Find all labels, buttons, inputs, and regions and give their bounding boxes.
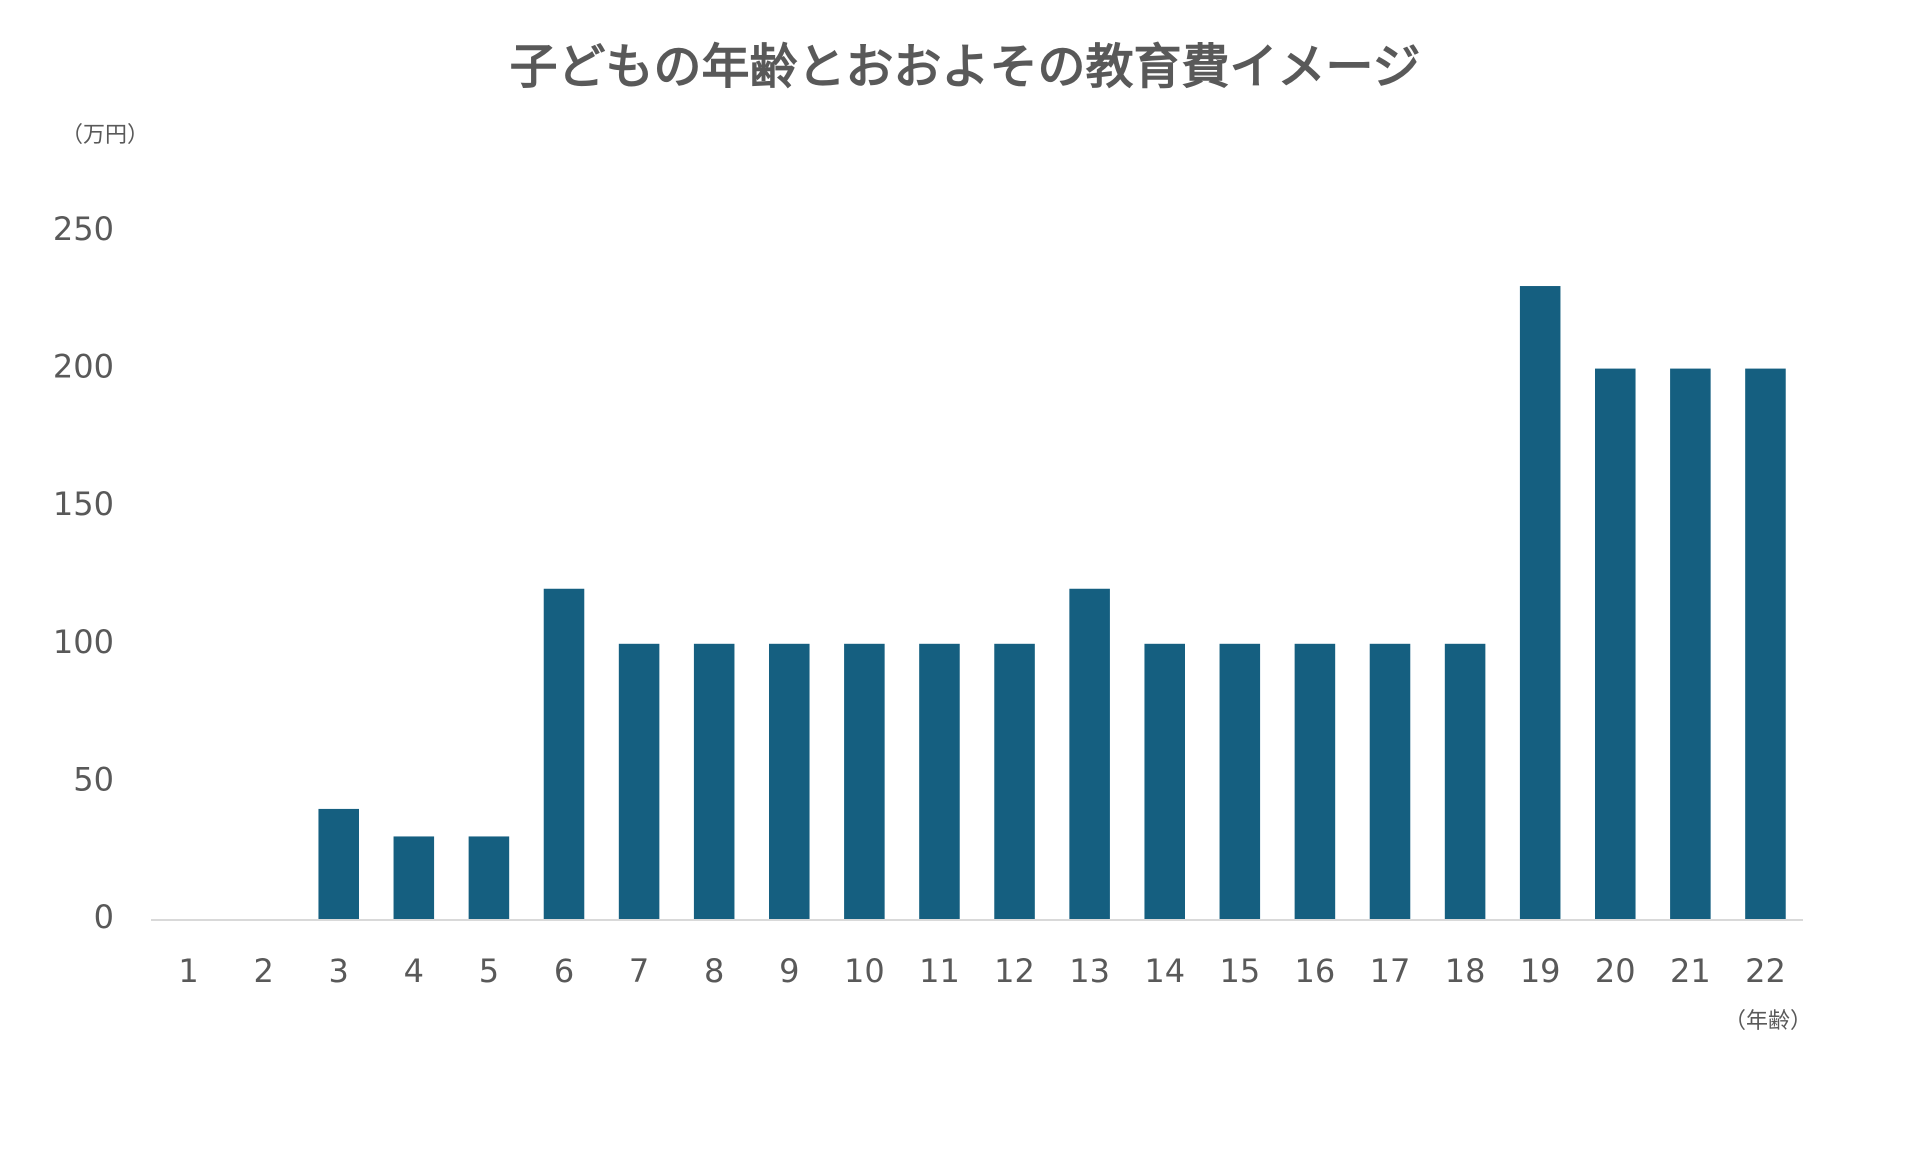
x-tick-label: 21: [1670, 952, 1711, 990]
x-tick-label: 16: [1295, 952, 1336, 990]
x-tick-label: 3: [329, 952, 349, 990]
bar: [693, 643, 735, 919]
y-tick-label: 250: [53, 210, 114, 248]
bar: [994, 643, 1035, 919]
x-tick-label: 19: [1520, 952, 1561, 990]
bar: [468, 836, 510, 919]
bar: [1745, 368, 1786, 920]
x-tick-label: 9: [779, 952, 799, 990]
bar: [844, 643, 885, 919]
y-tick-label: 100: [53, 623, 114, 661]
x-tick-label: 1: [178, 952, 198, 990]
x-tick-label: 2: [253, 952, 273, 990]
y-tick-label: 0: [94, 898, 114, 936]
bar: [618, 643, 660, 919]
x-tick-label: 13: [1069, 952, 1110, 990]
bar: [393, 836, 435, 919]
x-tick-label: 18: [1445, 952, 1486, 990]
y-tick-label: 150: [53, 485, 114, 523]
x-tick-label: 6: [554, 952, 574, 990]
x-tick-label: 10: [844, 952, 885, 990]
bar: [1594, 368, 1636, 920]
bar: [1069, 588, 1110, 919]
x-tick-label: 8: [704, 952, 724, 990]
bar: [919, 643, 960, 919]
x-tick-label: 20: [1595, 952, 1636, 990]
x-tick-label: 15: [1219, 952, 1260, 990]
bar: [1519, 286, 1561, 919]
bar: [1294, 643, 1336, 919]
y-axis-unit: （万円）: [61, 123, 149, 148]
bar: [543, 588, 585, 919]
bar: [1369, 643, 1411, 919]
bar: [1444, 643, 1486, 919]
bar: [1144, 643, 1186, 919]
x-tick-label: 17: [1370, 952, 1411, 990]
x-tick-label: 11: [919, 952, 960, 990]
bar: [768, 643, 810, 919]
x-axis-unit: （年齢）: [1724, 1009, 1812, 1034]
y-tick-label: 200: [53, 348, 114, 386]
x-tick-label: 7: [629, 952, 649, 990]
x-tick-label: 12: [994, 952, 1035, 990]
x-tick-label: 14: [1144, 952, 1185, 990]
x-tick-label: 22: [1745, 952, 1786, 990]
y-tick-label: 50: [73, 760, 114, 798]
bar: [1670, 368, 1711, 920]
x-tick-label: 5: [479, 952, 499, 990]
bar: [318, 808, 360, 919]
chart-title: 子どもの年齢とおおよその教育費イメージ: [509, 39, 1420, 95]
x-tick-label: 4: [404, 952, 424, 990]
bar: [1219, 643, 1261, 919]
